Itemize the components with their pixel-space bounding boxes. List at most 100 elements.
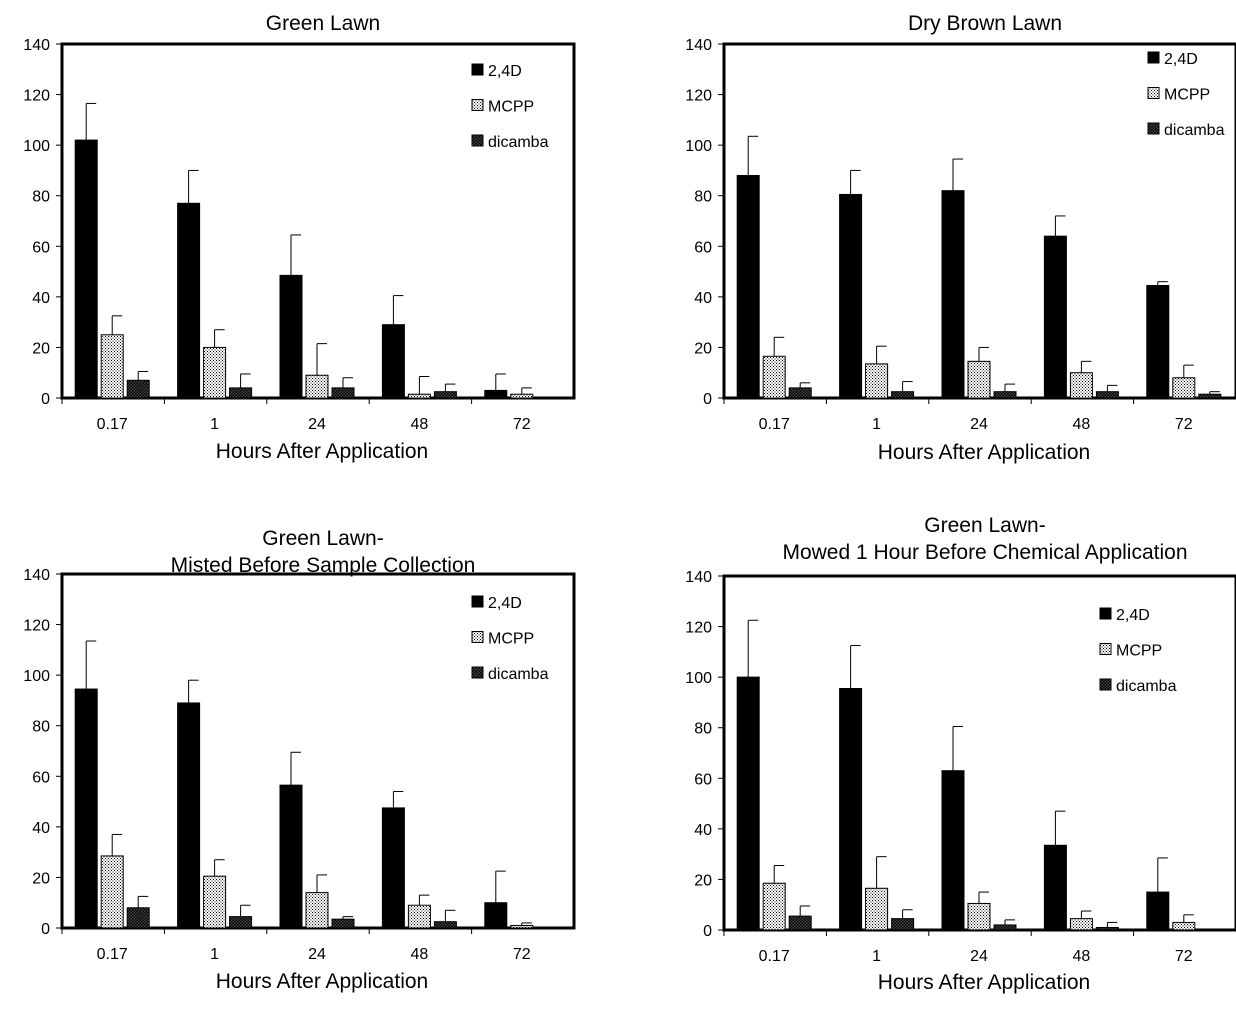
legend: 2,4D MCPP dicamba bbox=[1099, 607, 1177, 695]
bar-mcpp bbox=[1172, 921, 1196, 931]
legend: 2,4D MCPP dicamba bbox=[1147, 51, 1225, 139]
bar-mcpp bbox=[762, 882, 786, 931]
x-tick-label: 72 bbox=[1175, 416, 1193, 433]
bar-mcpp bbox=[1069, 918, 1093, 931]
x-tick-label: 48 bbox=[411, 416, 429, 433]
bar-24d bbox=[736, 174, 760, 399]
bar-mcpp bbox=[865, 363, 889, 399]
chart-title: Green Lawn- bbox=[262, 527, 383, 550]
bar-mcpp bbox=[762, 355, 786, 399]
bar-24d bbox=[736, 676, 760, 931]
bar-24d bbox=[1146, 284, 1170, 399]
bar-24d bbox=[941, 190, 965, 399]
bar-mcpp bbox=[203, 346, 227, 399]
bar-24d bbox=[279, 784, 303, 929]
bar-dicamba bbox=[1095, 391, 1119, 399]
y-tick-label: 80 bbox=[32, 189, 50, 206]
legend: 2,4D MCPP dicamba bbox=[471, 595, 549, 683]
legend-swatch-mcpp bbox=[1147, 87, 1160, 99]
bar-24d bbox=[381, 807, 405, 929]
bar-mcpp bbox=[1069, 372, 1093, 399]
bar-dicamba bbox=[433, 391, 457, 399]
bar-dicamba bbox=[891, 918, 915, 931]
y-tick-label: 140 bbox=[685, 569, 712, 586]
legend-label-dicamba: dicamba bbox=[1116, 678, 1177, 695]
x-tick-label: 48 bbox=[1073, 948, 1091, 965]
y-tick-label: 140 bbox=[23, 567, 50, 584]
bar-24d bbox=[1043, 235, 1067, 399]
bar-dicamba bbox=[229, 916, 253, 929]
x-axis-label: Hours After Application bbox=[216, 970, 428, 993]
x-tick-label: 48 bbox=[1073, 416, 1091, 433]
chart-subtitle: Misted Before Sample Collection bbox=[171, 554, 476, 577]
bar-mcpp bbox=[510, 393, 534, 399]
legend-swatch-mcpp bbox=[1099, 643, 1112, 655]
bar-dicamba bbox=[993, 391, 1017, 399]
bar-mcpp bbox=[967, 360, 991, 399]
x-axis-label: Hours After Application bbox=[878, 971, 1090, 994]
x-tick-label: 72 bbox=[513, 946, 531, 963]
bar-24d bbox=[941, 770, 965, 931]
bar-mcpp bbox=[407, 393, 431, 399]
legend-swatch-dicamba bbox=[471, 666, 484, 679]
x-tick-label: 1 bbox=[872, 948, 881, 965]
bar-mcpp bbox=[305, 374, 329, 399]
x-tick-label: 24 bbox=[308, 946, 326, 963]
chart-svg: Green Lawn- Mowed 1 Hour Before Chemical … bbox=[685, 514, 1236, 994]
bar-24d bbox=[839, 688, 863, 931]
y-tick-label: 60 bbox=[32, 769, 50, 786]
y-tick-label: 120 bbox=[23, 618, 50, 635]
x-tick-label: 24 bbox=[970, 416, 988, 433]
bar-mcpp bbox=[305, 892, 329, 929]
bar-dicamba bbox=[788, 915, 812, 931]
y-tick-label: 60 bbox=[694, 771, 712, 788]
x-tick-label: 1 bbox=[872, 416, 881, 433]
y-tick-label: 20 bbox=[32, 870, 50, 887]
bar-24d bbox=[484, 389, 508, 399]
chart-panel-green-lawn-mowed: Green Lawn- Mowed 1 Hour Before Chemical … bbox=[662, 510, 1236, 1012]
bar-dicamba bbox=[433, 921, 457, 929]
y-tick-label: 0 bbox=[703, 923, 712, 940]
bar-mcpp bbox=[1172, 377, 1196, 399]
y-tick-label: 40 bbox=[32, 820, 50, 837]
chart-panel-green-lawn: Green Lawn 0 20 40 60 80 100 120 140 0.17 1 24 48 72 H… bbox=[0, 0, 576, 502]
legend-label-24d: 2,4D bbox=[488, 595, 522, 612]
bar-dicamba bbox=[331, 918, 355, 929]
bar-mcpp bbox=[203, 875, 227, 929]
x-tick-label: 1 bbox=[210, 946, 219, 963]
bar-24d bbox=[74, 688, 98, 929]
legend-label-mcpp: MCPP bbox=[488, 99, 534, 116]
bar-dicamba bbox=[788, 387, 812, 399]
bar-24d bbox=[484, 902, 508, 929]
chart-title: Dry Brown Lawn bbox=[908, 12, 1062, 35]
y-tick-label: 80 bbox=[694, 721, 712, 738]
x-axis-label: Hours After Application bbox=[878, 441, 1090, 464]
chart-title: Green Lawn- bbox=[924, 514, 1045, 537]
chart-subtitle: Mowed 1 Hour Before Chemical Application bbox=[782, 541, 1187, 564]
bar-dicamba bbox=[1095, 926, 1119, 931]
y-tick-label: 100 bbox=[23, 668, 50, 685]
legend-swatch-dicamba bbox=[1099, 678, 1112, 691]
x-tick-label: 72 bbox=[1175, 948, 1193, 965]
y-tick-label: 120 bbox=[685, 88, 712, 105]
y-tick-label: 140 bbox=[23, 37, 50, 54]
legend-label-dicamba: dicamba bbox=[488, 134, 549, 151]
x-tick-label: 72 bbox=[513, 416, 531, 433]
bar-dicamba bbox=[993, 924, 1017, 931]
x-tick-label: 24 bbox=[308, 416, 326, 433]
y-tick-label: 20 bbox=[694, 872, 712, 889]
legend-label-24d: 2,4D bbox=[1116, 607, 1150, 624]
bar-24d bbox=[839, 193, 863, 399]
bar-dicamba bbox=[126, 379, 150, 399]
bar-24d bbox=[279, 274, 303, 399]
x-tick-label: 0.17 bbox=[759, 416, 790, 433]
bar-24d bbox=[177, 202, 201, 399]
plot-frame bbox=[60, 42, 576, 400]
bar-24d bbox=[1043, 844, 1067, 931]
legend-swatch-mcpp bbox=[471, 631, 484, 643]
chart-panel-dry-brown-lawn: Dry Brown Lawn 0 20 40 60 80 100 120 140 0.17 1 24 4… bbox=[662, 0, 1236, 502]
legend-label-24d: 2,4D bbox=[488, 63, 522, 80]
legend-label-24d: 2,4D bbox=[1164, 51, 1198, 68]
y-tick-label: 60 bbox=[694, 239, 712, 256]
chart-svg: Green Lawn 0 20 40 60 80 100 120 140 0.17 1 24 48 72 H… bbox=[23, 12, 576, 463]
